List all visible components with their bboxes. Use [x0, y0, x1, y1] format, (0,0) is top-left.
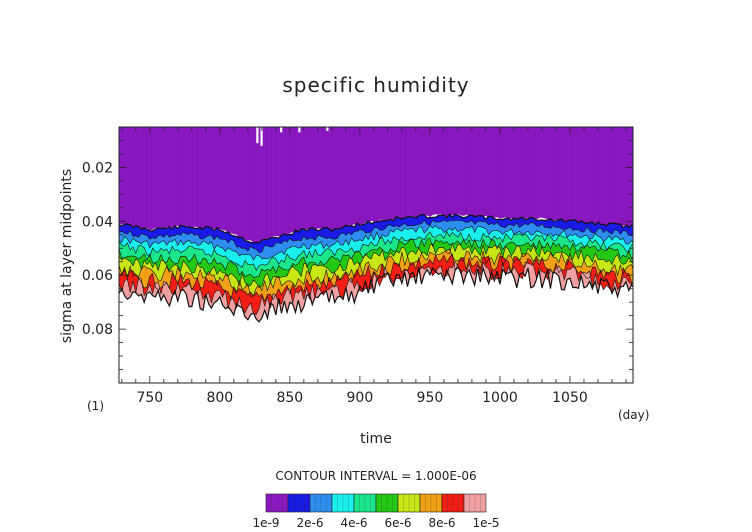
colorbar	[265, 493, 487, 513]
y-tick-label: 0.08	[82, 322, 113, 338]
missing-data-gap	[326, 127, 329, 132]
x-tick-label: 900	[347, 390, 374, 406]
contour-band-1e-9	[119, 127, 633, 243]
y-unit-label: (1)	[87, 399, 104, 413]
colorbar-tick-label: 1e-5	[473, 516, 500, 530]
contour-band-6e-6	[119, 243, 633, 297]
x-axis: 750 800 850 900 950 1000 1050	[121, 127, 627, 406]
y-axis-label: sigma at layer midpoints	[59, 169, 75, 343]
contour-line-9e-6	[119, 265, 633, 323]
contour-line-1e-9	[119, 213, 633, 244]
contour-band-8e-6	[119, 253, 633, 315]
contour-line-4e-6	[119, 238, 633, 278]
x-tick-label: 950	[417, 390, 444, 406]
y-axis: 0.02 0.04 0.06 0.08	[82, 126, 633, 370]
missing-data-gap	[298, 127, 301, 133]
x-tick-label: 750	[136, 390, 163, 406]
y-tick-label: 0.04	[82, 214, 113, 230]
contour-band-2e-6	[119, 220, 633, 260]
y-tick-label: 0.02	[82, 160, 113, 176]
plot-frame	[118, 126, 634, 384]
x-axis-label: time	[360, 431, 392, 447]
colorbar-tick-label: 2e-6	[297, 516, 324, 530]
contour-line-3e-6	[119, 230, 633, 271]
missing-data-gap	[280, 127, 283, 133]
colorbar-tick-label: 4e-6	[341, 516, 368, 530]
missing-data-gap	[256, 127, 259, 144]
contour-band-1e-6	[119, 214, 633, 253]
chart-title: specific humidity	[282, 73, 469, 97]
missing-data-gap	[260, 127, 263, 146]
y-tick-label: 0.06	[82, 268, 113, 284]
colorbar-tick-label: 8e-6	[429, 516, 456, 530]
contour-line-2e-6	[119, 225, 633, 261]
x-tick-label: 1050	[552, 390, 588, 406]
colorbar-labels: 1e-9 2e-6 4e-6 6e-6 8e-6 1e-5	[253, 516, 500, 530]
x-unit-label: (day)	[618, 408, 649, 422]
contour-interval-label: CONTOUR INTERVAL = 1.000E-06	[275, 469, 476, 483]
x-tick-label: 1000	[482, 390, 518, 406]
plot-area	[119, 127, 633, 323]
contour-line-1e-6	[119, 219, 633, 253]
x-tick-label: 800	[206, 390, 233, 406]
contour-line-7e-6	[119, 253, 633, 303]
contour-line-6e-6	[119, 248, 633, 298]
colorbar-tick-label: 6e-6	[385, 516, 412, 530]
contour-band-4e-6	[119, 231, 633, 278]
colorbar-tick-label: 1e-9	[253, 516, 280, 530]
contour-band-7e-6	[119, 249, 633, 302]
x-tick-label: 850	[276, 390, 303, 406]
contour-line-5e-6	[119, 242, 633, 289]
